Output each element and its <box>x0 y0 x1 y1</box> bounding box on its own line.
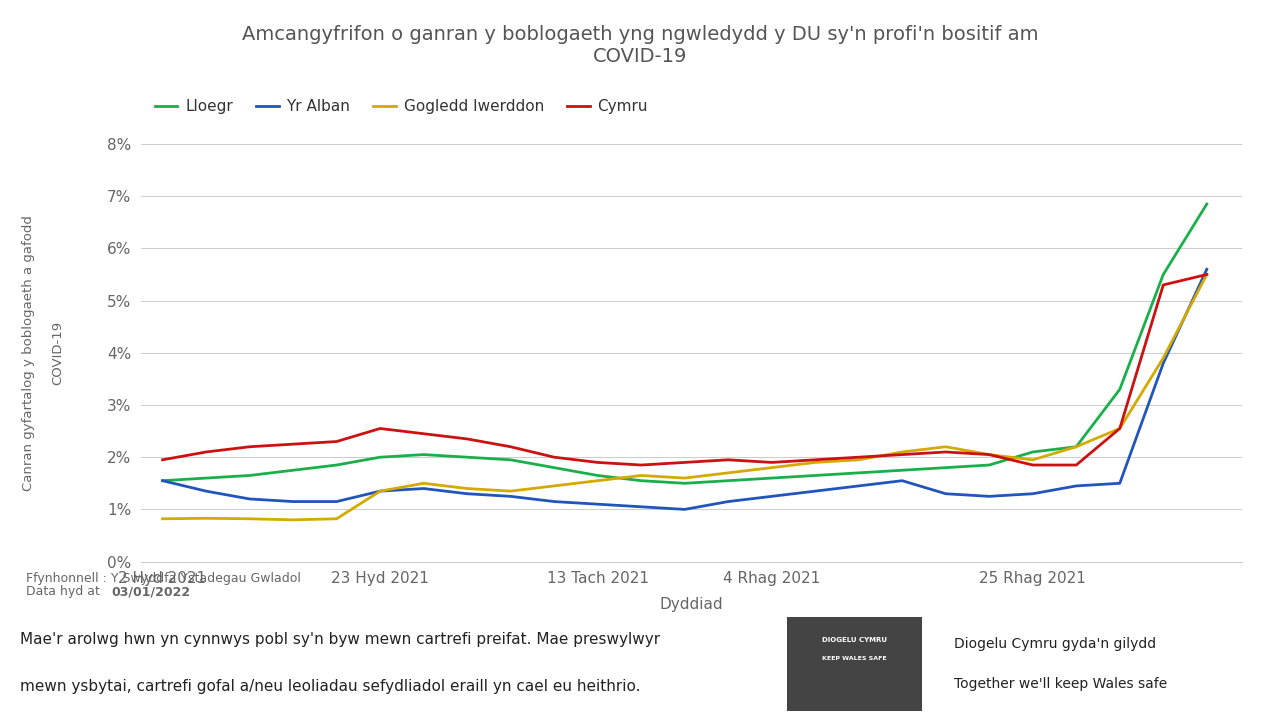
Text: KEEP WALES SAFE: KEEP WALES SAFE <box>822 656 887 661</box>
Text: Diogelu Cymru gyda'n gilydd: Diogelu Cymru gyda'n gilydd <box>954 637 1156 651</box>
Text: Ffynhonnell : Y Swyddfa Ystadegau Gwladol: Ffynhonnell : Y Swyddfa Ystadegau Gwlado… <box>26 572 301 585</box>
Text: DIOGELU CYMRU: DIOGELU CYMRU <box>822 636 887 643</box>
Text: COVID-19: COVID-19 <box>593 47 687 66</box>
Text: Data hyd at: Data hyd at <box>26 585 104 598</box>
Text: Canran gyfartalog y boblogaeth a gafodd: Canran gyfartalog y boblogaeth a gafodd <box>22 215 35 491</box>
Text: Mae'r arolwg hwn yn cynnwys pobl sy'n byw mewn cartrefi preifat. Mae preswylwyr: Mae'r arolwg hwn yn cynnwys pobl sy'n by… <box>20 632 660 647</box>
FancyBboxPatch shape <box>787 617 922 711</box>
Legend: Lloegr, Yr Alban, Gogledd Iwerddon, Cymru: Lloegr, Yr Alban, Gogledd Iwerddon, Cymr… <box>148 93 654 120</box>
Text: Amcangyfrifon o ganran y boblogaeth yng ngwledydd y DU sy'n profi'n bositif am: Amcangyfrifon o ganran y boblogaeth yng … <box>242 25 1038 44</box>
X-axis label: Dyddiad: Dyddiad <box>659 598 723 613</box>
Text: COVID-19: COVID-19 <box>51 320 64 385</box>
Text: Together we'll keep Wales safe: Together we'll keep Wales safe <box>954 678 1167 691</box>
Text: 03/01/2022: 03/01/2022 <box>111 585 191 598</box>
Text: mewn ysbytai, cartrefi gofal a/neu leoliadau sefydliadol eraill yn cael eu heith: mewn ysbytai, cartrefi gofal a/neu leoli… <box>20 679 641 694</box>
